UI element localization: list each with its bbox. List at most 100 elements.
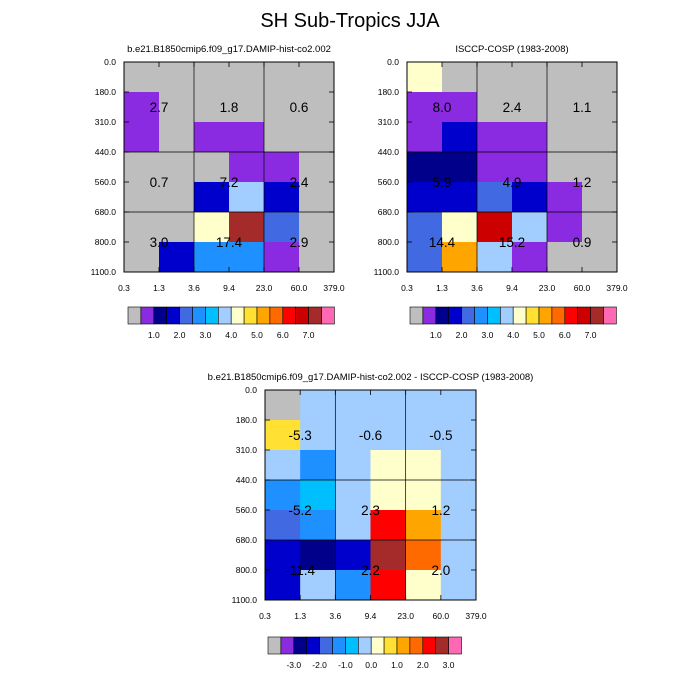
heatmap-cell [300, 449, 336, 481]
colorbar-box [243, 306, 258, 325]
heatmap-cell [124, 92, 160, 123]
data-label: 1.1 [573, 100, 592, 115]
heatmap-cell [405, 390, 442, 421]
colorbar-box [525, 306, 540, 325]
heatmap-cell [194, 62, 230, 93]
x-tick-label: 1.3 [436, 283, 448, 293]
y-tick-label: 1100.0 [91, 267, 117, 277]
x-tick-label: 1.3 [294, 611, 306, 621]
heatmap-cell [547, 152, 583, 183]
y-tick-label: 680.0 [236, 535, 258, 545]
heatmap-cell [440, 390, 477, 421]
colorbar-box [205, 306, 219, 325]
colorbar-tick-label: 7.0 [585, 330, 597, 340]
heatmap-cell [582, 181, 618, 213]
y-tick-label: 440.0 [378, 147, 400, 157]
heatmap-cell [335, 509, 371, 541]
colorbar-box [538, 306, 553, 325]
colorbar-box [409, 636, 424, 655]
x-tick-label: 60.0 [574, 283, 591, 293]
heatmap-cell [512, 152, 548, 183]
heatmap-cell [124, 181, 160, 213]
heatmap-panel-3: b.e21.B1850cmip6.f09_g17.DAMIP-hist-co2.… [208, 372, 534, 621]
colorbar-tick-label: 3.0 [199, 330, 211, 340]
colorbar-box [306, 636, 320, 655]
heatmap-cell [477, 152, 513, 183]
colorbar-box [319, 636, 333, 655]
colorbar-tick-label: 5.0 [533, 330, 545, 340]
heatmap-cell [299, 121, 335, 153]
panel-title: b.e21.B1850cmip6.f09_g17.DAMIP-hist-co2.… [208, 372, 534, 383]
heatmap-cell [442, 212, 478, 243]
heatmap-cell [370, 420, 407, 451]
heatmap-cell [442, 241, 478, 273]
heatmap-cell [512, 212, 548, 243]
x-tick-label: 379.0 [465, 611, 487, 621]
x-tick-label: 9.4 [365, 611, 377, 621]
heatmap-cell [299, 152, 335, 183]
heatmap-cell [582, 92, 618, 123]
y-tick-label: 180.0 [378, 87, 400, 97]
heatmap-cell [407, 121, 443, 153]
x-tick-label: 3.6 [329, 611, 341, 621]
heatmap-cell [299, 181, 335, 213]
heatmap-cell [300, 569, 336, 601]
data-label: -11.4 [285, 563, 315, 578]
heatmap-cell [299, 241, 335, 273]
heatmap-cell [300, 480, 336, 511]
heatmap-cell [124, 62, 160, 93]
heatmap-cell [370, 540, 407, 571]
colorbar-box [179, 306, 193, 325]
data-label: -0.6 [359, 428, 382, 443]
heatmap-panel-1: b.e21.B1850cmip6.f09_g17.DAMIP-hist-co2.… [91, 44, 345, 293]
data-label: 7.2 [220, 175, 239, 190]
heatmap-cell [300, 540, 336, 571]
heatmap-cell [440, 509, 477, 541]
x-tick-label: 23.0 [256, 283, 273, 293]
colorbar-box [357, 636, 372, 655]
y-tick-label: 800.0 [378, 237, 400, 247]
data-label: 2.2 [361, 563, 380, 578]
data-label: 17.4 [216, 235, 243, 250]
colorbar-box [603, 306, 617, 325]
colorbar-tick-label: 6.0 [559, 330, 571, 340]
heatmap-cell [335, 449, 371, 481]
heatmap-cell [370, 449, 407, 481]
y-tick-label: 680.0 [95, 207, 117, 217]
heatmap-cell [440, 449, 477, 481]
y-tick-label: 310.0 [95, 117, 117, 127]
heatmap-cell [547, 62, 583, 93]
heatmap-cell [442, 121, 478, 153]
heatmap-cell [407, 241, 443, 273]
colorbar-box [564, 306, 578, 325]
x-tick-label: 3.6 [471, 283, 483, 293]
colorbar-box [321, 306, 335, 325]
data-label: 2.4 [290, 175, 309, 190]
heatmap-cell [264, 181, 300, 213]
colorbar-tick-label: 7.0 [303, 330, 315, 340]
colorbar-box [256, 306, 271, 325]
heatmap-cell [265, 540, 301, 571]
colorbar-tick-label: 4.0 [225, 330, 237, 340]
heatmap-cell [547, 212, 583, 243]
heatmap-cell [477, 121, 513, 153]
heatmap-cell [159, 62, 195, 93]
data-label: 4.9 [503, 175, 522, 190]
colorbar-box [230, 306, 245, 325]
colorbar-box [192, 306, 206, 325]
heatmap-cell [407, 62, 443, 93]
data-label: 2.7 [150, 100, 169, 115]
colorbar-box [461, 306, 475, 325]
heatmap-cell [407, 181, 443, 213]
data-label: 1.2 [573, 175, 592, 190]
heatmap-cell [124, 241, 160, 273]
heatmap-cell [265, 420, 301, 451]
colorbar-tick-label: 2.0 [456, 330, 468, 340]
heatmap-cell [265, 569, 301, 601]
heatmap-cell [194, 121, 230, 153]
heatmap-cell [299, 92, 335, 123]
data-label: 0.6 [290, 100, 309, 115]
colorbar-box [218, 306, 232, 325]
y-tick-label: 560.0 [378, 177, 400, 187]
y-tick-label: 1100.0 [232, 595, 258, 605]
